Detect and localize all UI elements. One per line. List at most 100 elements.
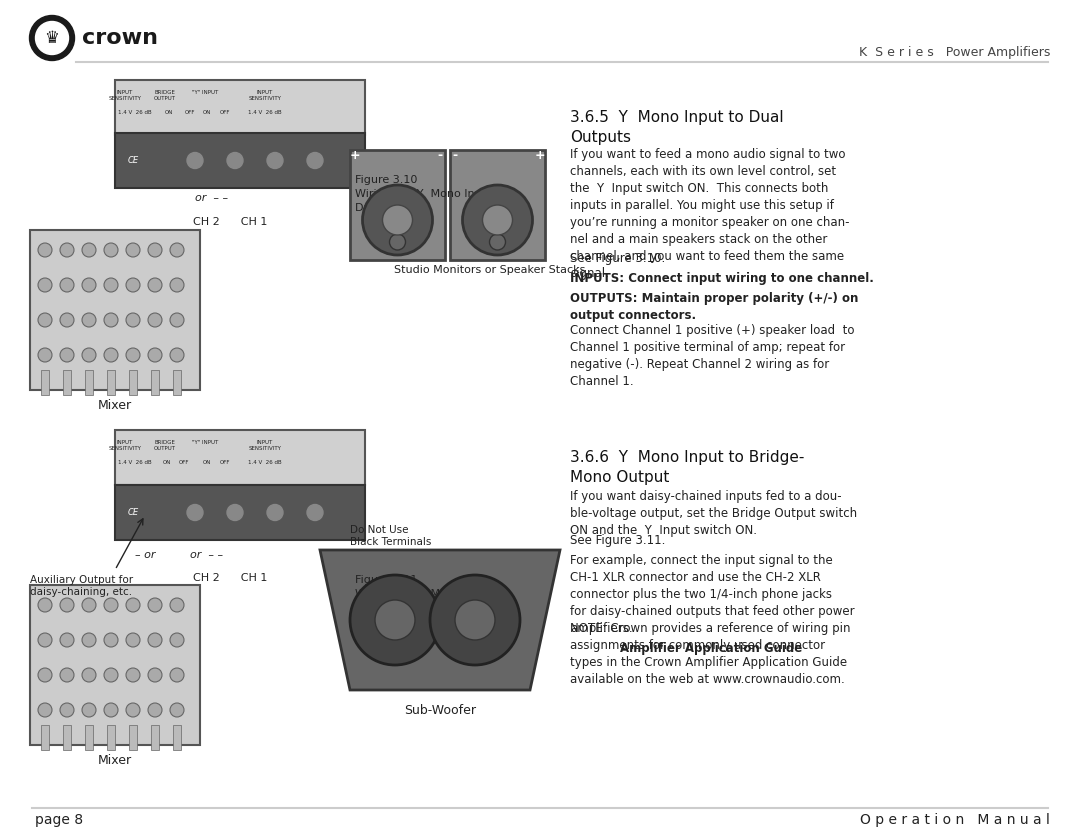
Text: Mixer: Mixer: [98, 399, 132, 411]
Circle shape: [38, 633, 52, 647]
Bar: [30, 230, 200, 390]
Text: "Y" INPUT: "Y" INPUT: [192, 90, 218, 95]
Bar: [114, 133, 365, 188]
Circle shape: [148, 598, 162, 612]
Bar: [151, 725, 159, 750]
Circle shape: [126, 668, 140, 682]
Bar: [173, 370, 181, 395]
Circle shape: [82, 278, 96, 292]
Circle shape: [38, 278, 52, 292]
Text: 1.4 V  26 dB: 1.4 V 26 dB: [118, 460, 152, 465]
Text: +: +: [324, 672, 336, 687]
Circle shape: [382, 205, 413, 235]
Circle shape: [60, 668, 75, 682]
Circle shape: [148, 278, 162, 292]
Circle shape: [187, 153, 203, 168]
Bar: [107, 370, 114, 395]
Circle shape: [60, 633, 75, 647]
Bar: [114, 485, 365, 540]
Circle shape: [462, 185, 532, 255]
Text: 1.4 V  26 dB: 1.4 V 26 dB: [118, 109, 152, 114]
Text: +: +: [350, 148, 361, 162]
Text: Mixer: Mixer: [98, 753, 132, 766]
Text: 1.4 V  26 dB: 1.4 V 26 dB: [248, 460, 282, 465]
Circle shape: [170, 703, 184, 717]
Text: INPUTS: Connect input wiring to one channel.: INPUTS: Connect input wiring to one chan…: [570, 272, 874, 285]
Circle shape: [375, 600, 415, 640]
Circle shape: [483, 205, 513, 235]
Bar: [129, 370, 137, 395]
Circle shape: [60, 243, 75, 257]
Text: Connect Channel 1 positive (+) speaker load  to
Channel 1 positive terminal of a: Connect Channel 1 positive (+) speaker l…: [570, 324, 854, 388]
Bar: [41, 725, 49, 750]
Text: CH 2      CH 1: CH 2 CH 1: [193, 573, 267, 583]
Text: Amplifier Application Guide: Amplifier Application Guide: [620, 642, 802, 655]
Text: INPUT
SENSITIVITY: INPUT SENSITIVITY: [109, 90, 141, 101]
Circle shape: [170, 313, 184, 327]
Circle shape: [170, 598, 184, 612]
Circle shape: [170, 348, 184, 362]
Circle shape: [148, 313, 162, 327]
Circle shape: [38, 598, 52, 612]
Text: "Y" INPUT: "Y" INPUT: [192, 440, 218, 445]
Circle shape: [148, 703, 162, 717]
Bar: [129, 725, 137, 750]
Bar: [114, 80, 365, 135]
Circle shape: [126, 348, 140, 362]
Circle shape: [267, 505, 283, 520]
Bar: [63, 370, 71, 395]
Text: ON: ON: [203, 460, 212, 465]
Text: 3.6.5  Y  Mono Input to Dual
Outputs: 3.6.5 Y Mono Input to Dual Outputs: [570, 110, 784, 145]
Circle shape: [126, 313, 140, 327]
Text: O p e r a t i o n   M a n u a l: O p e r a t i o n M a n u a l: [860, 813, 1050, 827]
Text: INPUT
SENSITIVITY: INPUT SENSITIVITY: [109, 440, 141, 451]
Bar: [63, 725, 71, 750]
Circle shape: [60, 703, 75, 717]
Text: ♛: ♛: [44, 29, 59, 47]
Circle shape: [455, 600, 495, 640]
Text: BRIDGE
OUTPUT: BRIDGE OUTPUT: [154, 90, 176, 101]
Text: OFF: OFF: [220, 109, 230, 114]
Text: INPUT
SENSITIVITY: INPUT SENSITIVITY: [248, 440, 282, 451]
Circle shape: [82, 313, 96, 327]
Text: -: -: [453, 148, 458, 162]
Text: NOTE: Crown provides a reference of wiring pin
assignments for commonly used con: NOTE: Crown provides a reference of wiri…: [570, 622, 851, 686]
Text: ON: ON: [203, 109, 212, 114]
Circle shape: [38, 668, 52, 682]
Circle shape: [104, 668, 118, 682]
Circle shape: [38, 703, 52, 717]
Text: -: -: [437, 148, 443, 162]
Bar: [450, 150, 545, 260]
Circle shape: [148, 668, 162, 682]
Circle shape: [38, 243, 52, 257]
Text: OUTPUTS: Maintain proper polarity (+/-) on
output connectors.: OUTPUTS: Maintain proper polarity (+/-) …: [570, 292, 859, 322]
Circle shape: [363, 185, 432, 255]
Circle shape: [430, 575, 519, 665]
Bar: [41, 370, 49, 395]
Circle shape: [60, 348, 75, 362]
Circle shape: [82, 598, 96, 612]
Text: If you want to feed a mono audio signal to two
channels, each with its own level: If you want to feed a mono audio signal …: [570, 148, 850, 280]
Text: –: –: [541, 672, 549, 687]
Bar: [173, 725, 181, 750]
Circle shape: [60, 313, 75, 327]
Text: CH 2      CH 1: CH 2 CH 1: [193, 217, 267, 227]
Text: Figure 3.11
Wiring for  Y  Mono Input ,
Bridge-Mono Output: Figure 3.11 Wiring for Y Mono Input , Br…: [355, 575, 500, 613]
Text: For example, connect the input signal to the
CH-1 XLR connector and use the CH-2: For example, connect the input signal to…: [570, 554, 854, 635]
Circle shape: [126, 598, 140, 612]
Circle shape: [126, 243, 140, 257]
Circle shape: [187, 505, 203, 520]
Circle shape: [170, 278, 184, 292]
Text: ON: ON: [163, 460, 172, 465]
Circle shape: [38, 313, 52, 327]
Circle shape: [104, 243, 118, 257]
Text: Sub-Woofer: Sub-Woofer: [404, 704, 476, 716]
Bar: [350, 150, 445, 260]
Text: Auxiliary Output for
daisy-chaining, etc.: Auxiliary Output for daisy-chaining, etc…: [30, 575, 133, 596]
Text: CE: CE: [127, 156, 138, 165]
Circle shape: [148, 633, 162, 647]
Circle shape: [170, 668, 184, 682]
Ellipse shape: [29, 16, 75, 61]
Bar: [151, 370, 159, 395]
Circle shape: [38, 348, 52, 362]
